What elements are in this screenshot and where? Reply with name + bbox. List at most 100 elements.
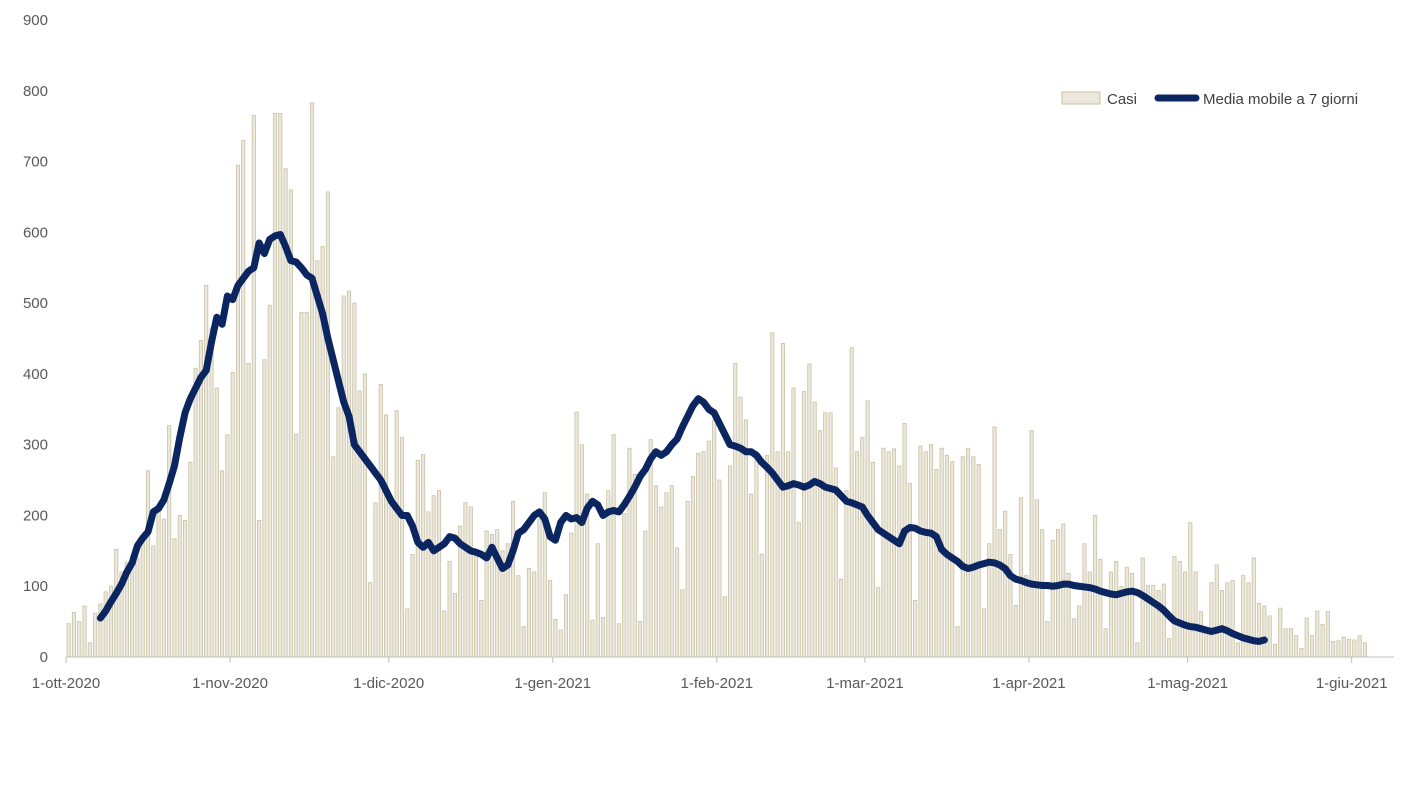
- bar: [1013, 604, 1018, 658]
- bar: [981, 608, 987, 658]
- bar: [992, 426, 997, 658]
- bar: [241, 139, 246, 658]
- y-tick-label: 400: [23, 366, 48, 383]
- bar: [860, 437, 865, 658]
- bar: [876, 587, 881, 658]
- bar: [590, 619, 595, 658]
- bar: [579, 444, 584, 658]
- bar: [225, 434, 230, 658]
- bar: [1071, 618, 1076, 658]
- bar: [1320, 624, 1325, 658]
- bar: [1346, 638, 1352, 658]
- bar: [659, 506, 664, 658]
- bar: [235, 164, 240, 658]
- bar: [1325, 611, 1330, 658]
- bar: [817, 430, 822, 658]
- bar: [246, 362, 251, 658]
- bar: [1151, 585, 1156, 658]
- bar: [881, 447, 886, 658]
- bar: [976, 464, 981, 658]
- bar: [1003, 510, 1008, 658]
- bar: [463, 502, 468, 658]
- bar: [532, 571, 537, 658]
- bar: [1055, 529, 1061, 658]
- bar: [833, 467, 838, 658]
- bar: [394, 410, 399, 658]
- bar: [1198, 611, 1203, 658]
- bar: [278, 113, 283, 658]
- bar: [1352, 639, 1357, 658]
- bar: [368, 582, 373, 658]
- bar: [865, 400, 870, 658]
- bar: [1262, 605, 1267, 658]
- y-tick-label: 600: [23, 224, 48, 241]
- bar: [1341, 636, 1346, 658]
- bar: [452, 592, 457, 658]
- bar: [1336, 640, 1341, 658]
- bar: [1177, 561, 1182, 658]
- x-tick-label: 1-apr-2021: [992, 675, 1065, 692]
- bar: [352, 302, 357, 658]
- bar: [1246, 582, 1251, 658]
- bar: [431, 495, 436, 658]
- bar: [1283, 628, 1288, 658]
- bar: [1331, 641, 1336, 658]
- bar: [267, 304, 272, 658]
- bar: [1114, 561, 1119, 658]
- x-tick-label: 1-nov-2020: [192, 675, 268, 692]
- bar: [929, 444, 934, 658]
- bar: [1050, 539, 1055, 658]
- bar: [1278, 607, 1283, 658]
- bar: [362, 373, 367, 658]
- bar: [145, 470, 151, 658]
- bar: [336, 407, 341, 658]
- bar: [770, 332, 775, 658]
- bar: [870, 461, 875, 658]
- bar: [511, 500, 516, 658]
- bar: [886, 451, 891, 658]
- bar: [891, 448, 897, 658]
- bar: [436, 490, 442, 658]
- bar: [638, 621, 643, 658]
- bar: [140, 536, 145, 658]
- bar: [1029, 430, 1034, 658]
- bar: [373, 502, 378, 658]
- bar: [325, 191, 330, 658]
- bar: [854, 451, 860, 658]
- bar: [733, 362, 738, 658]
- bar: [1209, 582, 1214, 658]
- bar: [389, 497, 394, 658]
- bar: [468, 506, 473, 658]
- bar: [1135, 642, 1140, 658]
- bar: [299, 311, 304, 658]
- bar: [172, 538, 177, 658]
- bar: [1315, 610, 1320, 658]
- bar: [1267, 615, 1272, 658]
- bar: [378, 384, 383, 658]
- y-tick-label: 100: [23, 578, 48, 595]
- bar: [600, 616, 606, 658]
- bar: [611, 434, 616, 658]
- bar: [315, 260, 320, 658]
- bar: [473, 553, 479, 658]
- bar: [548, 580, 553, 658]
- bar: [966, 447, 971, 658]
- bar: [1357, 635, 1362, 658]
- bar: [907, 483, 912, 658]
- bar: [193, 367, 198, 658]
- bar: [701, 451, 706, 658]
- bar: [399, 437, 405, 658]
- bar: [648, 439, 653, 658]
- bar: [1161, 583, 1166, 658]
- bar: [706, 440, 711, 658]
- x-tick-label: 1-gen-2021: [514, 675, 591, 692]
- bar: [415, 459, 420, 658]
- bar: [479, 599, 484, 658]
- bar: [717, 479, 722, 658]
- bar: [1294, 635, 1299, 658]
- bar: [558, 629, 563, 658]
- bar: [574, 411, 579, 658]
- bar: [198, 340, 203, 658]
- bar: [897, 465, 902, 658]
